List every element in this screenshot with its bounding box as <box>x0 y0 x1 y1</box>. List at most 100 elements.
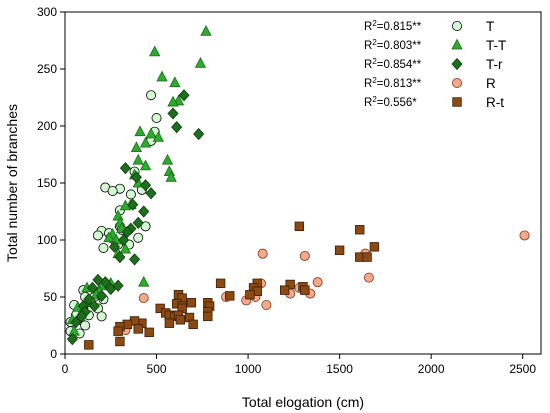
data-point-t-t <box>152 131 165 142</box>
x-tick-label: 2500 <box>509 362 536 376</box>
data-point-r-t <box>245 290 255 300</box>
data-point-t-r <box>119 162 131 175</box>
legend-r2-label: R2=0.556* <box>364 95 417 110</box>
data-point-r-t <box>164 318 175 328</box>
x-axis: 0 500 1000 1500 2000 2500 <box>62 354 536 376</box>
data-point-t <box>92 230 103 241</box>
data-point-t-r <box>121 225 133 239</box>
legend-marker-t <box>451 20 462 31</box>
legend-r2-label: R2=0.803** <box>364 38 422 53</box>
x-tick-label: 0 <box>62 362 69 376</box>
data-point-r <box>363 272 374 283</box>
data-point-t-r <box>130 171 142 184</box>
data-point-t <box>80 320 91 331</box>
legend-series-name: T-T <box>486 38 506 53</box>
y-tick-label: 200 <box>37 119 57 133</box>
legend: R2=0.815** T R2=0.803** T-T R2=0.854** T-r R2=… <box>364 19 506 111</box>
data-point-t-r <box>86 281 99 294</box>
data-point-t-r <box>75 310 88 323</box>
legend-series-name: R-t <box>486 95 504 110</box>
legend-r2-label: R2=0.813** <box>364 76 422 91</box>
legend-marker-t-t <box>451 38 463 50</box>
data-point-t <box>125 189 136 200</box>
data-point-r <box>138 293 149 304</box>
data-point-r-t <box>285 279 295 290</box>
x-tick-label: 500 <box>147 362 167 376</box>
data-point-t-r <box>193 127 205 141</box>
data-point-t <box>96 311 107 322</box>
y-tick-label: 150 <box>37 176 57 190</box>
data-point-r-t <box>188 319 198 330</box>
data-point-r <box>299 250 310 261</box>
data-point-t-r <box>127 198 139 211</box>
legend-r2-label: R2=0.854** <box>364 57 422 72</box>
data-point-t-t <box>130 141 143 153</box>
x-tick-label: 2000 <box>418 362 445 376</box>
legend-series-name: R <box>486 76 496 91</box>
data-point-r-t <box>84 340 94 350</box>
data-point-t-t <box>103 231 115 243</box>
data-point-t-t <box>119 242 132 254</box>
data-point-t-r <box>108 240 120 253</box>
data-point-t-r <box>92 273 104 286</box>
data-point-t-r <box>66 333 78 346</box>
data-point-t <box>133 232 144 243</box>
data-point-r-t <box>186 297 197 308</box>
data-point-r-t <box>294 221 305 232</box>
data-point-r-t <box>300 285 310 295</box>
data-point-r-t <box>113 326 123 336</box>
y-tick-label: 100 <box>37 233 57 247</box>
x-tick-label: 1000 <box>235 362 262 376</box>
data-point-t-t <box>165 170 177 182</box>
y-axis: 0 50 100 150 200 250 300 <box>37 5 65 361</box>
data-point-r-t <box>355 225 365 235</box>
data-point-t <box>107 185 118 196</box>
data-points <box>65 25 530 350</box>
legend-series-name: T <box>486 19 494 34</box>
data-point-t-r <box>96 289 108 302</box>
y-tick-label: 300 <box>37 5 57 19</box>
data-point-t-t <box>194 56 207 68</box>
data-point-r-t <box>334 245 345 255</box>
data-point-t-t <box>134 125 146 137</box>
data-point-t-t <box>132 153 144 165</box>
data-point-r-t <box>133 324 143 334</box>
y-tick-label: 250 <box>37 62 57 76</box>
data-point-r-t <box>115 336 125 347</box>
data-point-t-t <box>167 95 179 107</box>
data-point-t-t <box>161 153 174 165</box>
data-point-r-t <box>362 252 372 262</box>
data-point-t-r <box>138 205 150 218</box>
data-point-t-t <box>138 275 150 287</box>
data-point-t-t <box>139 159 152 171</box>
data-point-t-r <box>118 233 130 247</box>
data-point-t-r <box>88 300 100 313</box>
legend-marker-t-r <box>451 57 463 71</box>
data-point-t-r <box>114 251 126 264</box>
data-point-t <box>98 242 109 253</box>
data-point-t-r <box>145 187 157 200</box>
data-point-r <box>312 277 323 288</box>
data-point-r <box>261 299 272 310</box>
data-point-t <box>140 221 151 232</box>
data-point-t-t <box>200 25 212 36</box>
data-point-t-r <box>171 121 183 134</box>
legend-r2-label: R2=0.815** <box>364 19 422 34</box>
data-point-r-t <box>225 291 235 301</box>
data-point-t-r <box>105 282 117 296</box>
data-point-t-r <box>178 89 190 102</box>
data-point-r-t <box>175 315 186 325</box>
legend-series-name: T-r <box>486 57 503 72</box>
data-point-t-r <box>132 216 144 229</box>
data-point-t-r <box>140 179 152 192</box>
data-point-t-r <box>83 293 95 306</box>
legend-marker-r-t <box>452 97 462 107</box>
data-point-t-r <box>70 315 82 329</box>
y-axis-title: Total number of branches <box>4 104 20 262</box>
x-tick-label: 1500 <box>326 362 353 376</box>
legend-marker-r <box>451 78 462 89</box>
data-point-r-t <box>279 285 290 295</box>
data-point-r-t <box>369 242 380 252</box>
data-point-t-t <box>169 76 181 88</box>
